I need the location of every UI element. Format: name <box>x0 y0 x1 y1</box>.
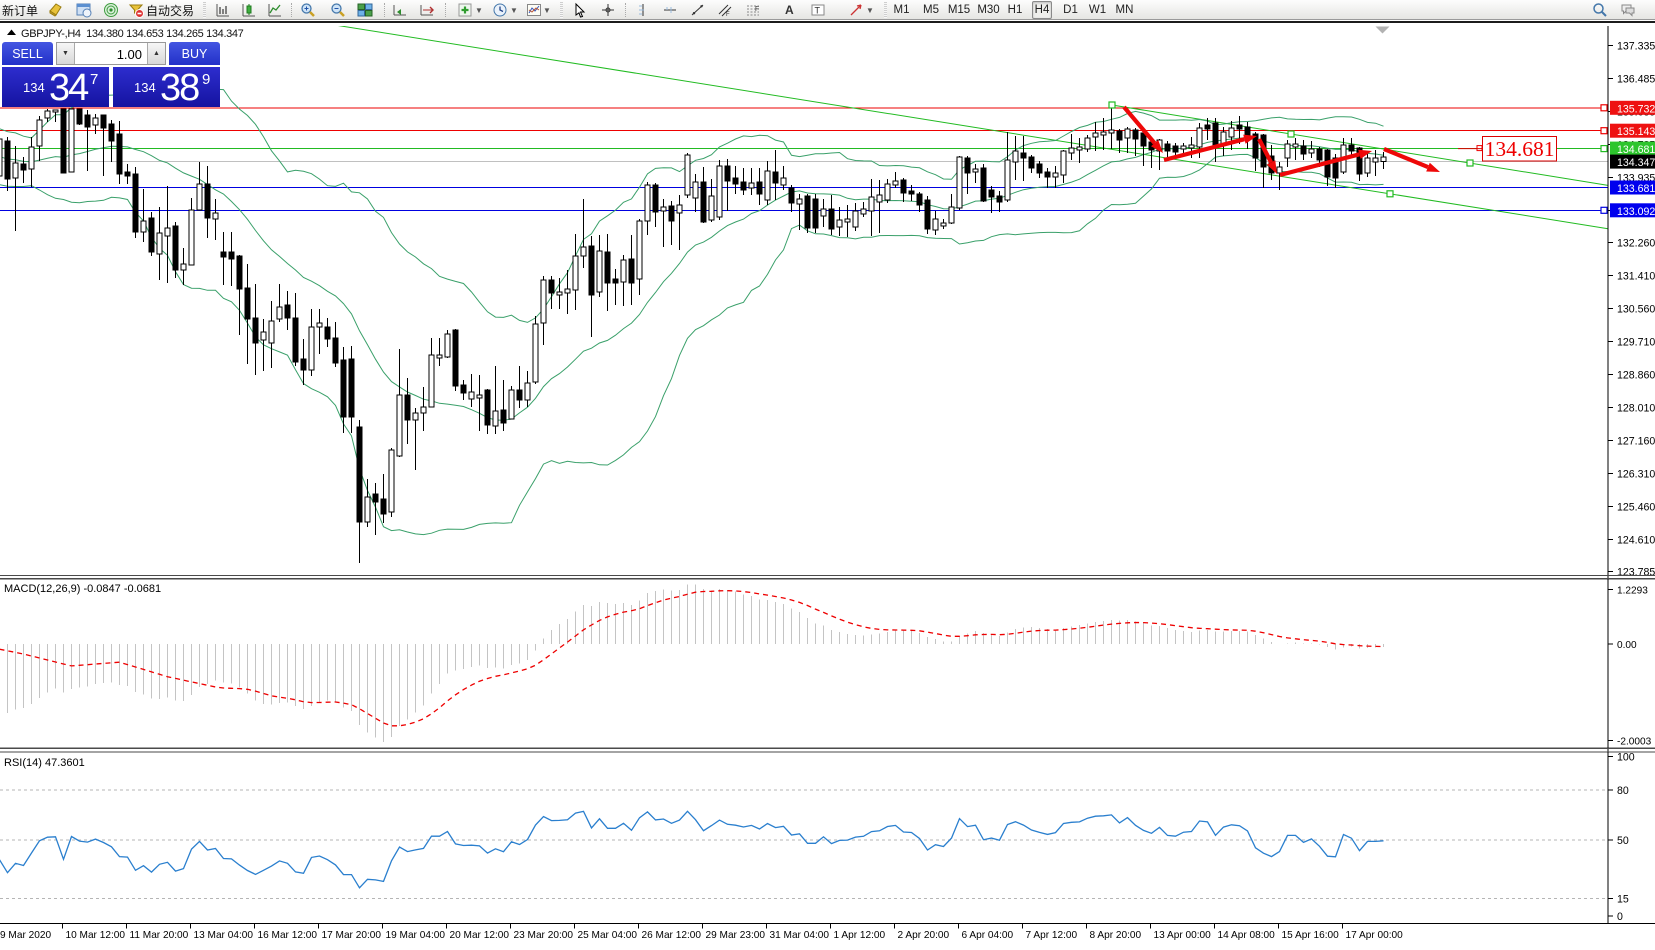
svg-text:130.560: 130.560 <box>1617 304 1655 316</box>
svg-text:131.410: 131.410 <box>1617 271 1655 283</box>
svg-text:15: 15 <box>1617 894 1629 906</box>
svg-text:135.143: 135.143 <box>1617 126 1655 138</box>
svg-text:RSI(14) 47.3601: RSI(14) 47.3601 <box>4 757 85 769</box>
svg-text:13 Apr 00:00: 13 Apr 00:00 <box>1154 930 1212 941</box>
svg-text:10 Mar 12:00: 10 Mar 12:00 <box>66 930 126 941</box>
svg-text:31 Mar 04:00: 31 Mar 04:00 <box>770 930 830 941</box>
svg-text:132.260: 132.260 <box>1617 238 1655 250</box>
svg-text:T: T <box>815 6 821 16</box>
svg-text:7 Apr 12:00: 7 Apr 12:00 <box>1026 930 1078 941</box>
svg-text:9 Mar 2020: 9 Mar 2020 <box>0 930 51 941</box>
svg-text:14 Apr 08:00: 14 Apr 08:00 <box>1218 930 1276 941</box>
svg-text:136.485: 136.485 <box>1617 74 1655 86</box>
svg-text:8 Apr 20:00: 8 Apr 20:00 <box>1090 930 1142 941</box>
svg-text:127.160: 127.160 <box>1617 436 1655 448</box>
svg-text:15 Apr 16:00: 15 Apr 16:00 <box>1282 930 1340 941</box>
svg-text:GBPJPY-,H4 134.380 134.653 13: GBPJPY-,H4 134.380 134.653 134.265 134.3… <box>21 28 244 40</box>
svg-text:29 Mar 23:00: 29 Mar 23:00 <box>706 930 766 941</box>
svg-text:125.460: 125.460 <box>1617 502 1655 514</box>
svg-text:2 Apr 20:00: 2 Apr 20:00 <box>898 930 950 941</box>
svg-text:135.732: 135.732 <box>1617 103 1655 115</box>
svg-text:123.785: 123.785 <box>1617 567 1655 579</box>
svg-text:124.610: 124.610 <box>1617 535 1655 547</box>
svg-text:23 Mar 20:00: 23 Mar 20:00 <box>514 930 574 941</box>
svg-text:133.681: 133.681 <box>1617 183 1655 195</box>
svg-text:128.010: 128.010 <box>1617 403 1655 415</box>
svg-text:1 Apr 12:00: 1 Apr 12:00 <box>834 930 886 941</box>
svg-text:20 Mar 12:00: 20 Mar 12:00 <box>450 930 510 941</box>
svg-text:F: F <box>726 12 730 18</box>
svg-text:19 Mar 04:00: 19 Mar 04:00 <box>386 930 446 941</box>
svg-text:16 Mar 12:00: 16 Mar 12:00 <box>258 930 318 941</box>
svg-text:MACD(12,26,9) -0.0847 -0.0681: MACD(12,26,9) -0.0847 -0.0681 <box>4 583 161 595</box>
svg-text:F: F <box>755 6 759 13</box>
svg-text:134.681: 134.681 <box>1485 137 1555 161</box>
svg-text:50: 50 <box>1617 835 1629 847</box>
svg-text:13 Mar 04:00: 13 Mar 04:00 <box>194 930 254 941</box>
svg-text:17 Mar 20:00: 17 Mar 20:00 <box>322 930 382 941</box>
svg-text:80: 80 <box>1617 785 1629 797</box>
svg-text:134.681: 134.681 <box>1617 144 1655 156</box>
svg-text:134.347: 134.347 <box>1617 157 1655 169</box>
svg-text:0.00: 0.00 <box>1617 640 1637 651</box>
svg-text:6 Apr 04:00: 6 Apr 04:00 <box>962 930 1014 941</box>
svg-text:126.310: 126.310 <box>1617 469 1655 481</box>
svg-text:133.092: 133.092 <box>1617 206 1655 218</box>
svg-text:137.335: 137.335 <box>1617 41 1655 53</box>
svg-text:-2.0003: -2.0003 <box>1617 736 1652 747</box>
svg-text:100: 100 <box>1617 752 1635 764</box>
svg-text:17 Apr 00:00: 17 Apr 00:00 <box>1346 930 1404 941</box>
svg-text:25 Mar 04:00: 25 Mar 04:00 <box>578 930 638 941</box>
svg-text:0: 0 <box>1617 911 1623 923</box>
svg-text:129.710: 129.710 <box>1617 337 1655 349</box>
svg-text:11 Mar 20:00: 11 Mar 20:00 <box>130 930 189 941</box>
svg-text:1.2293: 1.2293 <box>1617 586 1648 597</box>
svg-text:26 Mar 12:00: 26 Mar 12:00 <box>642 930 702 941</box>
svg-text:128.860: 128.860 <box>1617 370 1655 382</box>
